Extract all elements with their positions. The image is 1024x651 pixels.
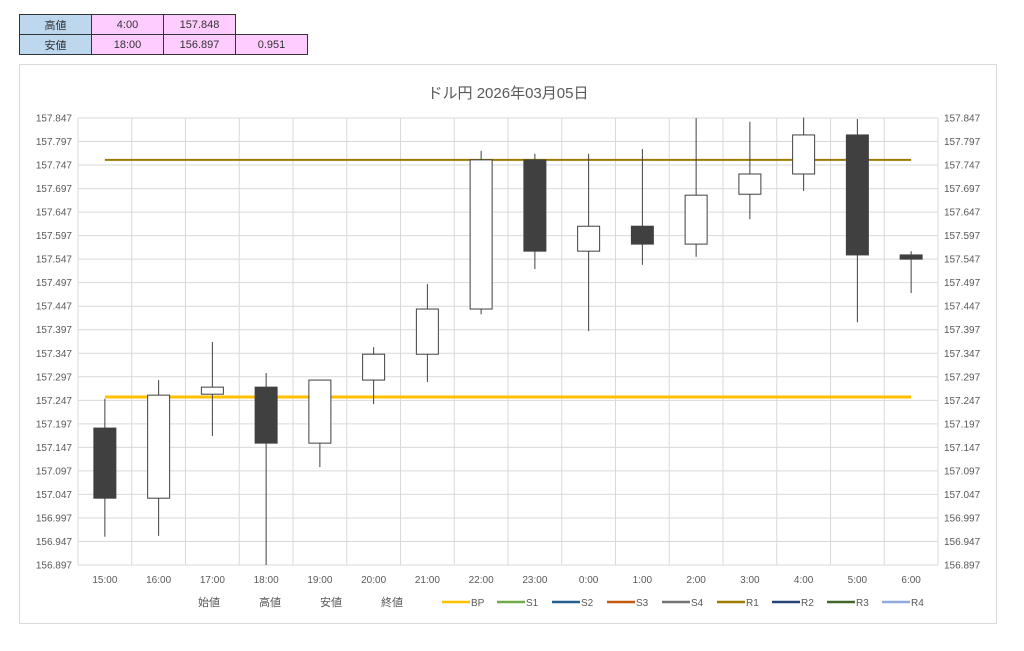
candle-body <box>93 427 117 499</box>
y-tick-left: 157.047 <box>36 490 73 501</box>
legend-item: S4 <box>691 598 704 609</box>
candle-body <box>147 394 171 499</box>
y-tick-left: 156.897 <box>36 561 73 572</box>
x-tick: 15:00 <box>92 575 117 586</box>
x-tick: 6:00 <box>901 575 921 586</box>
summary-row-low: 安値 18:00 156.897 0.951 <box>19 34 308 55</box>
y-tick-left: 157.797 <box>36 137 73 148</box>
legend-item: 高値 <box>259 595 281 609</box>
x-tick: 17:00 <box>200 575 225 586</box>
x-tick: 4:00 <box>794 575 814 586</box>
y-tick-right: 157.547 <box>944 255 981 266</box>
x-tick: 22:00 <box>469 575 494 586</box>
candle-body <box>362 353 386 381</box>
y-tick-right: 157.847 <box>944 114 981 125</box>
x-tick: 1:00 <box>633 575 653 586</box>
summary-row-high: 高値 4:00 157.848 <box>19 14 308 35</box>
y-tick-right: 157.697 <box>944 184 981 195</box>
y-tick-right: 157.047 <box>944 490 981 501</box>
y-tick-left: 157.497 <box>36 278 73 289</box>
chart-svg: ドル円 2026年03月05日 156.897 156.897 156.947 156.… <box>36 85 981 609</box>
range-value: 0.951 <box>235 34 308 55</box>
candle-body <box>577 225 601 252</box>
candle-body <box>899 254 923 260</box>
y-tick-left: 157.197 <box>36 419 73 430</box>
x-tick: 3:00 <box>740 575 760 586</box>
x-tick: 2:00 <box>686 575 706 586</box>
x-tick: 18:00 <box>254 575 279 586</box>
legend-item: 安値 <box>320 595 342 609</box>
y-tick-right: 157.247 <box>944 396 981 407</box>
y-tick-right: 157.647 <box>944 208 981 219</box>
y-tick-right: 157.097 <box>944 466 981 477</box>
x-tick: 0:00 <box>579 575 599 586</box>
y-tick-right: 156.997 <box>944 513 981 524</box>
y-tick-left: 157.147 <box>36 443 73 454</box>
y-tick-left: 157.597 <box>36 231 73 242</box>
y-tick-left: 157.847 <box>36 114 73 125</box>
candle-body <box>254 386 278 444</box>
empty-cell <box>236 15 308 35</box>
y-tick-left: 157.097 <box>36 466 73 477</box>
legend-item: R4 <box>911 598 924 609</box>
y-tick-right: 157.447 <box>944 302 981 313</box>
y-tick-left: 157.647 <box>36 208 73 219</box>
legend-item: R2 <box>801 598 814 609</box>
x-tick: 23:00 <box>522 575 547 586</box>
legend-item: S1 <box>526 598 539 609</box>
candle-body <box>738 173 762 195</box>
candle-body <box>469 159 493 310</box>
y-tick-left: 157.297 <box>36 372 73 383</box>
y-tick-left: 157.347 <box>36 349 73 360</box>
legend-item: BP <box>471 598 485 609</box>
legend-item: R3 <box>856 598 869 609</box>
y-tick-left: 156.947 <box>36 537 73 548</box>
low-time: 18:00 <box>91 34 164 55</box>
x-tick: 20:00 <box>361 575 386 586</box>
y-tick-left: 157.397 <box>36 325 73 336</box>
y-tick-right: 156.947 <box>944 537 981 548</box>
chart-title: ドル円 2026年03月05日 <box>428 85 589 102</box>
candle-body <box>792 134 816 175</box>
y-tick-right: 157.397 <box>944 325 981 336</box>
y-tick-left: 157.697 <box>36 184 73 195</box>
candle-body <box>684 194 708 245</box>
high-time: 4:00 <box>91 14 164 35</box>
summary-table: 高値 4:00 157.848 安値 18:00 156.897 0.951 <box>19 14 308 55</box>
candle-body <box>415 308 439 355</box>
high-label: 高値 <box>19 14 92 35</box>
y-tick-right: 156.897 <box>944 561 981 572</box>
candle-body <box>523 159 547 252</box>
y-tick-right: 157.197 <box>944 419 981 430</box>
y-tick-right: 157.797 <box>944 137 981 148</box>
candle-body <box>845 134 869 256</box>
y-tick-right: 157.497 <box>944 278 981 289</box>
x-tick: 16:00 <box>146 575 171 586</box>
low-label: 安値 <box>19 34 92 55</box>
legend-item: S3 <box>636 598 649 609</box>
y-tick-right: 157.597 <box>944 231 981 242</box>
legend-item: S2 <box>581 598 594 609</box>
y-tick-right: 157.297 <box>944 372 981 383</box>
y-tick-right: 157.147 <box>944 443 981 454</box>
high-value: 157.848 <box>163 14 236 35</box>
candle-body <box>200 386 224 395</box>
y-tick-left: 156.997 <box>36 513 73 524</box>
legend-item: 始値 <box>198 595 220 609</box>
y-tick-left: 157.247 <box>36 396 73 407</box>
x-tick: 21:00 <box>415 575 440 586</box>
x-tick: 5:00 <box>848 575 868 586</box>
low-value: 156.897 <box>163 34 236 55</box>
y-tick-left: 157.747 <box>36 161 73 172</box>
legend-item: 終値 <box>381 595 403 609</box>
y-tick-left: 157.447 <box>36 302 73 313</box>
candle-body <box>308 379 332 444</box>
candle-body <box>630 225 654 245</box>
x-tick: 19:00 <box>307 575 332 586</box>
y-tick-right: 157.347 <box>944 349 981 360</box>
legend-item: R1 <box>746 598 759 609</box>
y-tick-left: 157.547 <box>36 255 73 266</box>
y-tick-right: 157.747 <box>944 161 981 172</box>
candlestick-chart: ドル円 2026年03月05日 156.897 156.897 156.947 156.… <box>19 64 997 624</box>
